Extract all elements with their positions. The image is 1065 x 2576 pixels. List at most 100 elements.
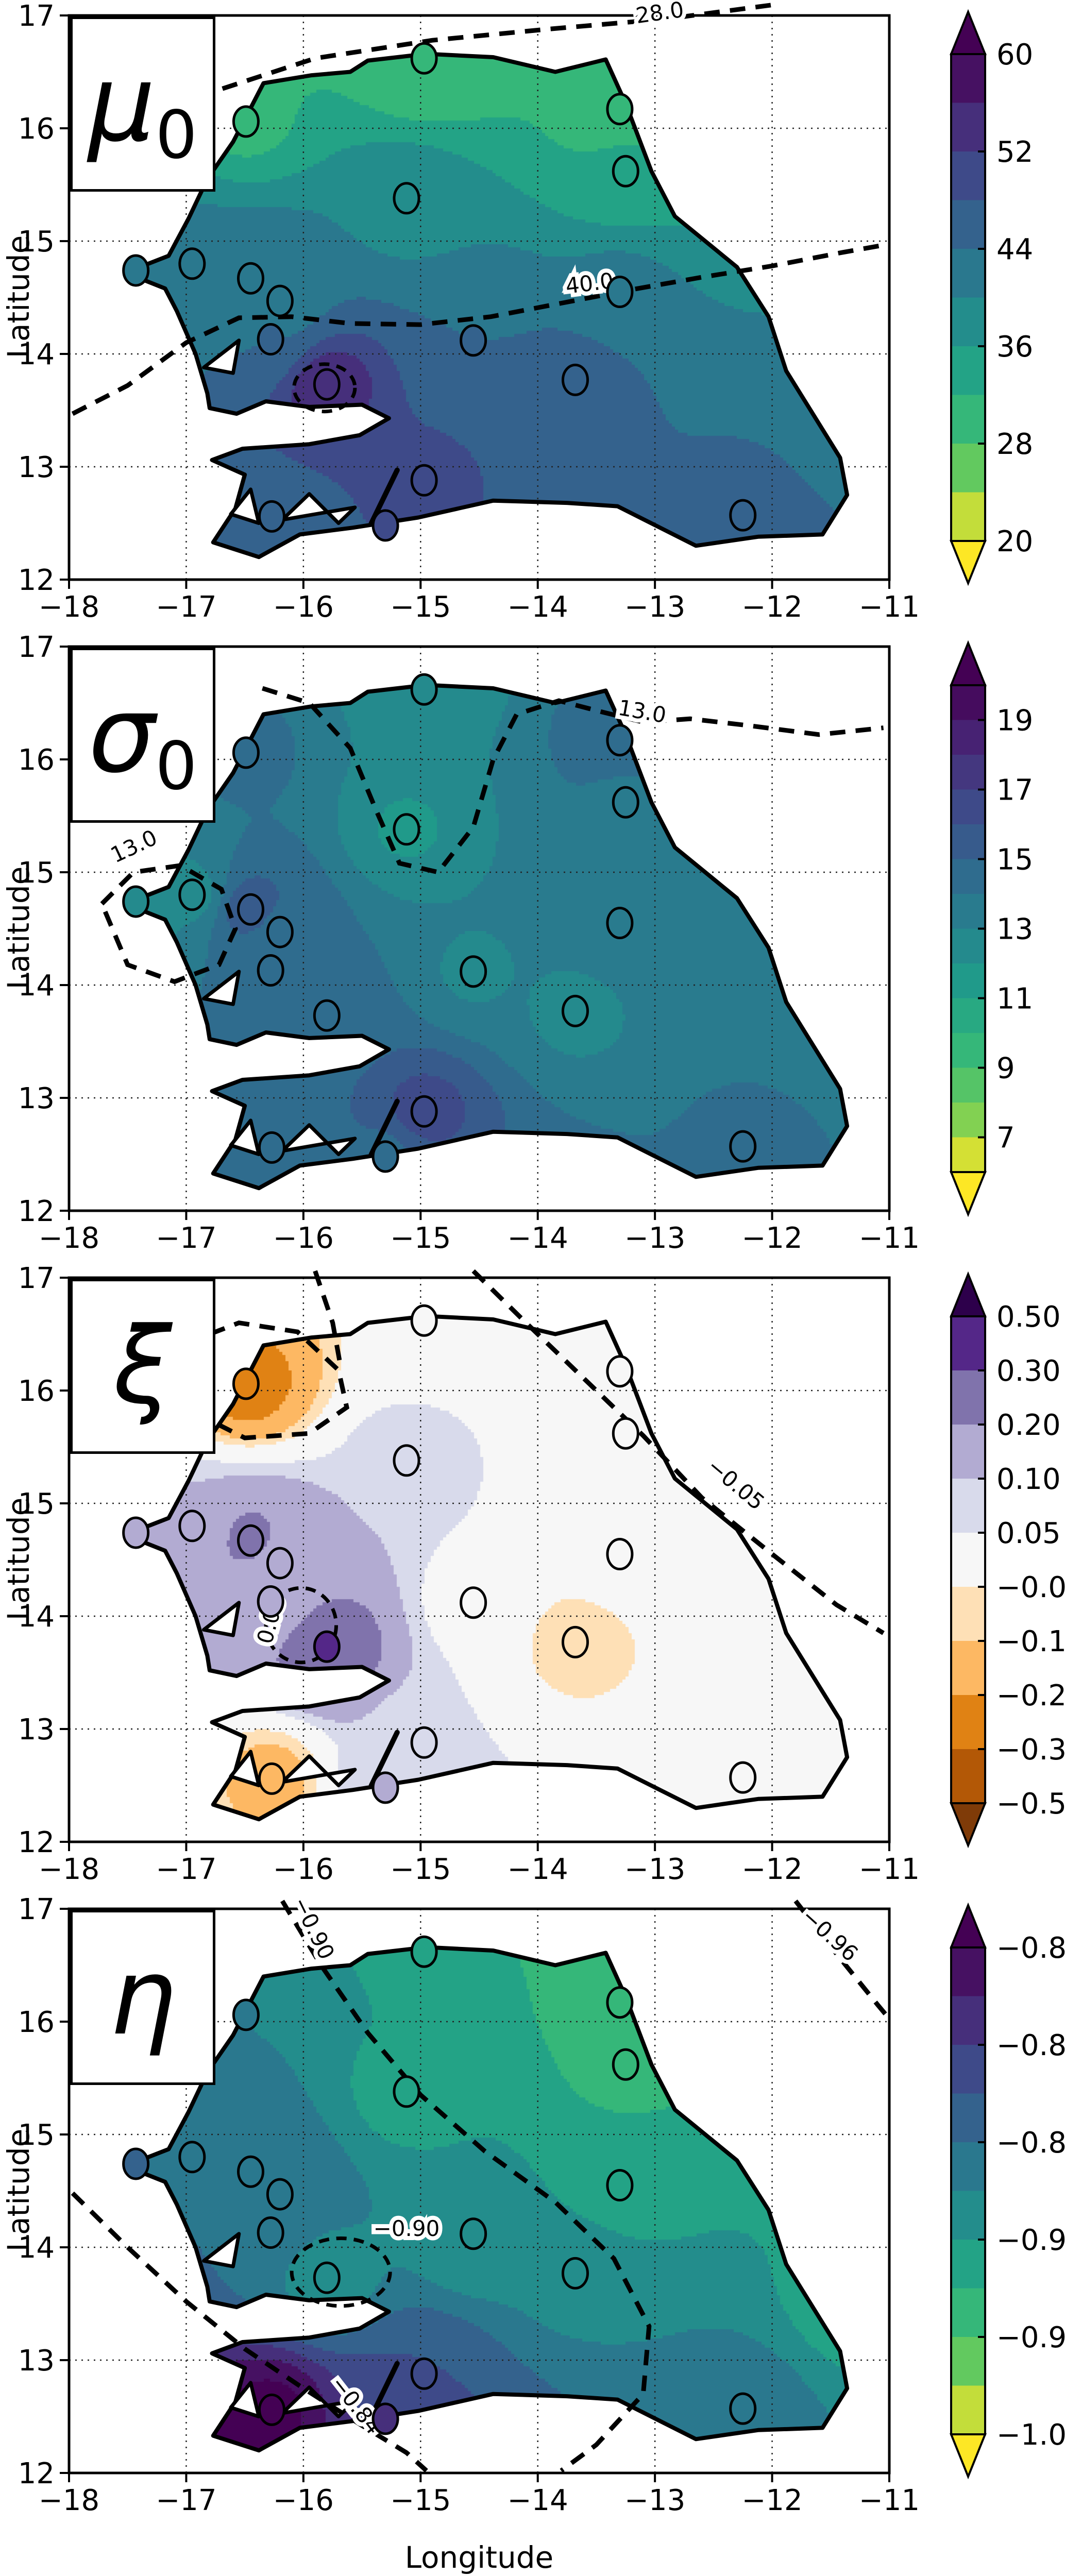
y-axis-title-mu0: Latitude bbox=[1, 235, 36, 358]
station-marker bbox=[237, 893, 265, 926]
y-tick-label: 12 bbox=[18, 1195, 55, 1228]
mu-symbol: μ bbox=[88, 42, 156, 165]
station-marker bbox=[122, 885, 150, 918]
station-marker bbox=[178, 2141, 206, 2174]
x-tick-label: −18 bbox=[39, 1222, 99, 1255]
station-marker bbox=[257, 1585, 284, 1618]
station-marker bbox=[729, 1761, 757, 1794]
x-tick-label: −17 bbox=[156, 1853, 216, 1886]
station-marker bbox=[460, 2217, 487, 2250]
station-marker bbox=[237, 2155, 265, 2188]
y-tick-label: 14 bbox=[18, 969, 55, 1003]
station-marker bbox=[232, 1367, 260, 1400]
x-tick-label: −16 bbox=[273, 1853, 334, 1886]
station-marker bbox=[258, 1131, 285, 1164]
y-tick-label: 12 bbox=[18, 564, 55, 597]
station-marker bbox=[460, 955, 487, 988]
y-tick-label: 15 bbox=[18, 856, 55, 890]
station-marker bbox=[606, 2169, 634, 2202]
x-tick-label: −13 bbox=[624, 1222, 685, 1255]
x-tick-label: −17 bbox=[156, 590, 216, 624]
station-marker bbox=[606, 724, 634, 757]
station-marker bbox=[606, 1538, 634, 1571]
station-marker bbox=[266, 2178, 294, 2211]
colorbar-tick-label: 15 bbox=[996, 843, 1033, 877]
station-marker bbox=[606, 276, 634, 309]
sigma-subscript: 0 bbox=[155, 728, 197, 805]
estuary-notch bbox=[280, 492, 357, 525]
estuary-notch bbox=[202, 2232, 241, 2268]
station-marker bbox=[237, 1524, 265, 1557]
colorbar-tick-label: −0.05 bbox=[996, 1571, 1065, 1604]
station-marker bbox=[410, 1935, 438, 1968]
panel-label-xi: ξ bbox=[70, 1279, 215, 1454]
x-tick-label: −13 bbox=[624, 1853, 685, 1886]
colorbar-tick-label: 7 bbox=[996, 1122, 1015, 1155]
colorbar-tick-label: 60 bbox=[996, 38, 1033, 72]
estuary-notch bbox=[280, 1123, 357, 1156]
y-axis-title-sigma0: Latitude bbox=[1, 866, 36, 989]
colorbar-tick-label: 19 bbox=[996, 704, 1033, 738]
colorbar-tick-label: 0.20 bbox=[996, 1409, 1061, 1442]
station-marker bbox=[561, 994, 589, 1027]
y-tick-label: 16 bbox=[18, 743, 55, 777]
station-marker bbox=[313, 2261, 341, 2294]
station-marker bbox=[606, 1355, 634, 1388]
x-tick-label: −18 bbox=[39, 2484, 99, 2517]
station-marker bbox=[257, 2216, 284, 2249]
mu-subscript: 0 bbox=[155, 97, 197, 174]
y-tick-label: 13 bbox=[18, 2344, 55, 2378]
colorbar-eta: −0.80 −0.84 −0.88 −0.92 −0.96 −1.00 bbox=[950, 1902, 1065, 2480]
y-tick-label: 15 bbox=[18, 2119, 55, 2152]
colorbar-tick-label: −0.20 bbox=[996, 1679, 1065, 1713]
y-axis-title-xi: Latitude bbox=[1, 1497, 36, 1620]
station-marker bbox=[561, 363, 589, 396]
station-markers-sigma0 bbox=[122, 673, 757, 1173]
station-marker bbox=[393, 182, 420, 215]
country-outline-eta bbox=[123, 1945, 850, 2453]
colorbar-tick-label: 9 bbox=[996, 1052, 1015, 1086]
y-tick-label: 13 bbox=[18, 451, 55, 484]
colorbar-tick-label: −1.00 bbox=[996, 2418, 1065, 2452]
station-marker bbox=[122, 2147, 150, 2180]
station-marker bbox=[410, 1304, 438, 1337]
contour-lines-sigma0: 13.0 13.0 bbox=[99, 686, 884, 985]
colorbar-sigma0: 19 17 15 13 11 9 7 bbox=[950, 640, 1033, 1217]
y-tick-label: 13 bbox=[18, 1082, 55, 1115]
station-marker bbox=[178, 247, 206, 280]
station-marker bbox=[410, 1095, 438, 1128]
station-marker bbox=[178, 878, 206, 911]
estuary-notch bbox=[229, 2381, 261, 2418]
station-marker bbox=[178, 1510, 206, 1543]
y-tick-label: 14 bbox=[18, 338, 55, 371]
colorbar-tick-label: 0.05 bbox=[996, 1517, 1061, 1550]
contour-label: 28.0 bbox=[634, 0, 685, 28]
x-tick-label: −15 bbox=[390, 590, 451, 624]
country-outline-xi bbox=[123, 1314, 850, 1822]
station-marker bbox=[257, 954, 284, 987]
x-tick-label: −12 bbox=[741, 2484, 802, 2517]
x-tick-label: −15 bbox=[390, 1853, 451, 1886]
station-marker bbox=[371, 1771, 399, 1804]
x-tick-label: −15 bbox=[390, 1222, 451, 1255]
station-marker bbox=[371, 2402, 399, 2435]
station-marker bbox=[410, 42, 438, 75]
station-marker bbox=[393, 2075, 420, 2108]
station-marker bbox=[729, 2392, 757, 2425]
colorbar-tick-label: 13 bbox=[996, 913, 1033, 946]
x-tick-label: −14 bbox=[508, 1222, 568, 1255]
station-marker bbox=[313, 1630, 341, 1663]
station-marker bbox=[606, 1986, 634, 2019]
x-axis-title: Longitude bbox=[404, 2540, 554, 2575]
colorbar-tick-label: 0.30 bbox=[996, 1354, 1061, 1388]
station-marker bbox=[612, 1417, 639, 1450]
colorbar-xi: 0.50 0.30 0.20 0.10 0.05 −0.05 −0.10 −0.20 −0.30… bbox=[950, 1271, 1065, 1849]
station-marker bbox=[313, 999, 341, 1032]
y-tick-label: 17 bbox=[18, 1893, 55, 1926]
colorbar-tick-label: −0.92 bbox=[996, 2224, 1065, 2257]
x-tick-label: −11 bbox=[859, 1222, 920, 1255]
panel-axes-xi: −18 −17 −16 −15 −14 −13 −12 −11 17 16 15 14 13 12 bbox=[18, 1262, 920, 1886]
y-tick-label: 16 bbox=[18, 112, 55, 146]
